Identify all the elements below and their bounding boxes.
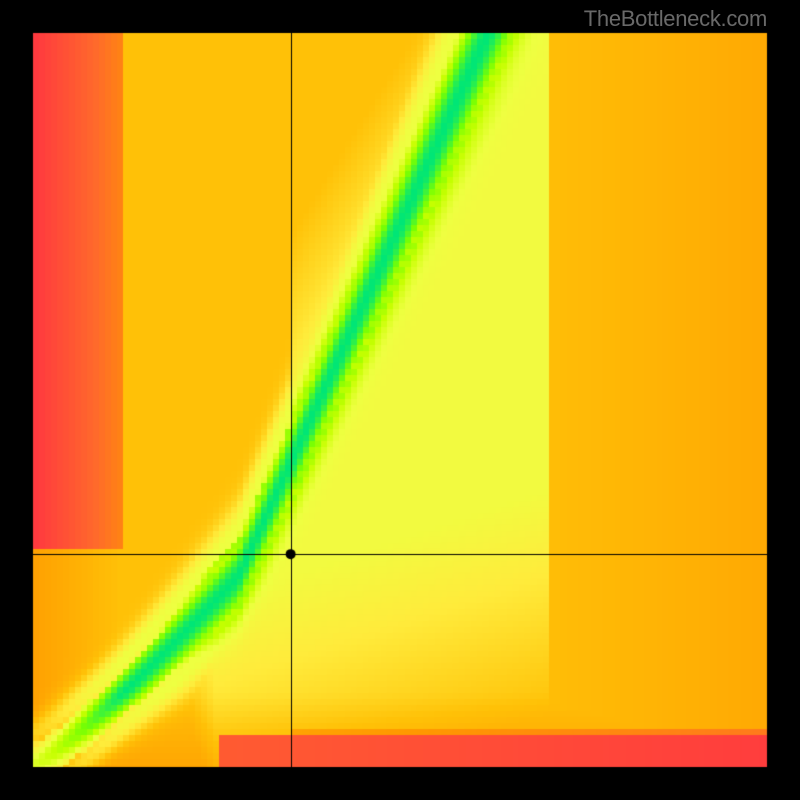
watermark-text: TheBottleneck.com <box>584 6 767 32</box>
bottleneck-heatmap <box>0 0 800 800</box>
chart-container: TheBottleneck.com <box>0 0 800 800</box>
